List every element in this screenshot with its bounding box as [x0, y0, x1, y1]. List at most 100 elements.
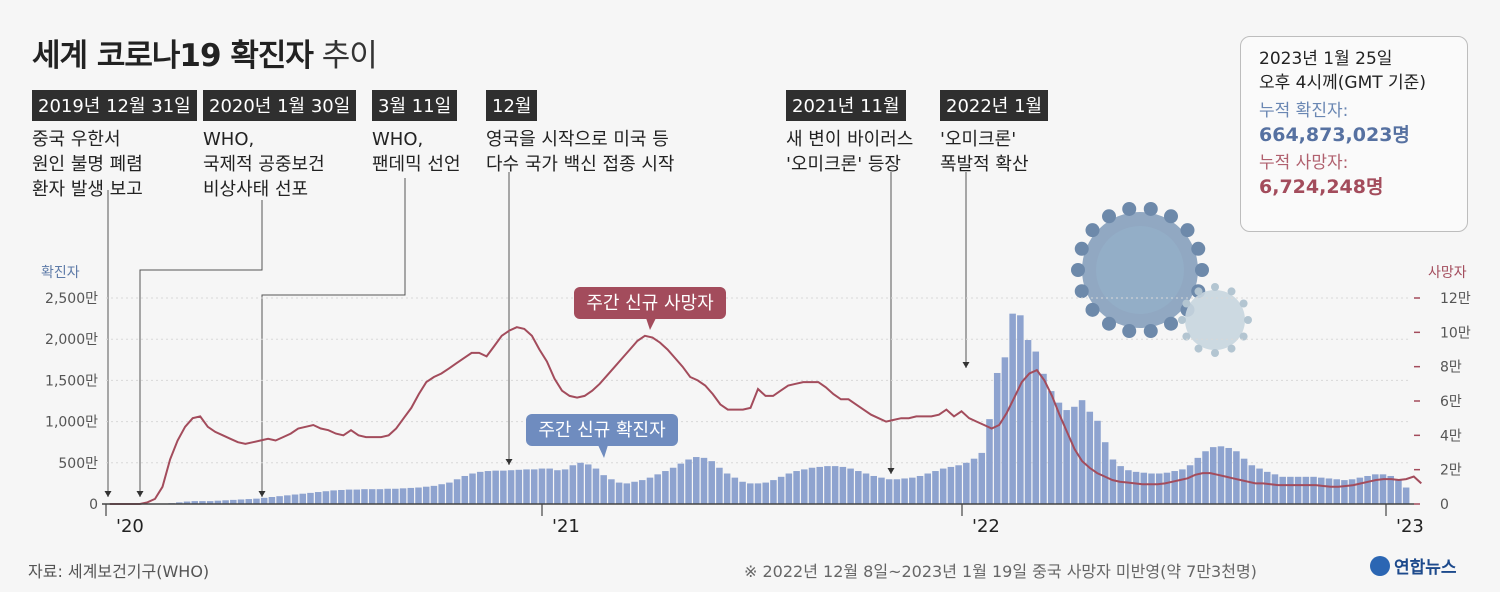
x-tick-label: '22	[972, 516, 1000, 537]
cases-bar	[530, 469, 538, 504]
cases-bar	[855, 471, 862, 504]
deaths-callout-tail	[646, 318, 656, 330]
right-tick-label: 10만	[1440, 325, 1471, 341]
cases-bar	[970, 458, 978, 504]
virus-small-spike	[1194, 287, 1203, 296]
x-tick-label: '21	[552, 516, 580, 537]
event-1-line-1: 중국 우한서	[32, 129, 121, 150]
cases-bar	[345, 489, 353, 504]
cases-callout-text: 주간 신규 확진자	[538, 420, 666, 441]
event-1: 2019년 12월 31일 중국 우한서 원인 불명 폐렴 환자 발생 보고	[32, 90, 197, 202]
event-1-line-2: 원인 불명 폐렴	[32, 154, 143, 175]
cases-bar	[291, 494, 299, 504]
leader-arrowhead	[505, 459, 513, 465]
cases-bar	[893, 479, 901, 504]
cases-bar	[183, 501, 191, 504]
cases-bar	[523, 469, 530, 504]
cases-bar	[801, 469, 808, 504]
cases-bar	[1132, 471, 1140, 504]
virus-small-spike	[1178, 316, 1186, 324]
cases-callout-box	[526, 414, 678, 446]
cases-bar	[916, 475, 924, 504]
virus-spike	[1102, 316, 1116, 331]
cases-bar	[1256, 468, 1263, 504]
cases-bar	[1040, 373, 1047, 504]
cases-bar	[1171, 471, 1178, 504]
cases-bar	[214, 500, 222, 504]
event-5-line-2: '오미크론' 등장	[786, 154, 901, 175]
cases-bar	[222, 500, 229, 504]
leader-arrowhead	[104, 491, 112, 497]
cases-bar	[901, 478, 908, 504]
virus-spike	[1164, 316, 1178, 331]
cases-bar	[770, 480, 777, 504]
deaths-line	[109, 326, 1422, 505]
cases-bar	[785, 473, 793, 504]
cases-bar	[885, 479, 893, 504]
summary-box: 2023년 1월 25일 오후 4시께(GMT 기준) 누적 확진자: 664,…	[1240, 36, 1468, 232]
cases-bar	[1163, 472, 1171, 504]
cases-bar	[955, 465, 962, 504]
cases-bar	[669, 467, 677, 504]
leader-arrowhead	[962, 362, 970, 368]
cases-bar	[176, 502, 183, 504]
virus-spike	[1102, 209, 1116, 224]
cases-bar	[1318, 477, 1325, 504]
cases-bar	[947, 466, 955, 504]
cases-bar	[878, 477, 885, 504]
cases-bar	[245, 499, 253, 504]
cases-bar	[1047, 391, 1055, 504]
virus-small-spike	[1194, 344, 1203, 353]
cases-bar	[415, 487, 422, 504]
cases-bars	[152, 313, 1410, 504]
event-4-label: 12월	[486, 90, 538, 121]
left-tick-label: 1,000만	[45, 415, 98, 431]
cases-bar	[993, 372, 1001, 504]
cases-bar	[639, 480, 646, 504]
cases-bar	[1395, 480, 1402, 504]
x-tick-label: '20	[116, 516, 144, 537]
cases-bar	[515, 469, 523, 504]
cases-bar	[500, 470, 507, 504]
right-tick-label: 2만	[1440, 463, 1462, 479]
virus-small-spike	[1227, 287, 1236, 296]
cases-bar	[206, 501, 214, 504]
virus-small-spike	[1244, 316, 1252, 324]
cases-bar	[762, 482, 769, 504]
cases-bar	[739, 481, 746, 504]
title-light: 추이	[321, 38, 378, 74]
cases-bar	[507, 470, 515, 504]
virus-illustration	[1071, 201, 1252, 357]
event-2: 2020년 1월 30일 WHO, 국제적 공중보건 비상사태 선포	[203, 90, 357, 202]
cases-bar	[847, 468, 854, 504]
deaths-label: 누적 사망자:	[1259, 153, 1349, 173]
cases-bar	[631, 481, 638, 504]
cases-bar	[577, 462, 584, 504]
deaths-value: 6,724,248명	[1259, 176, 1384, 198]
cases-bar	[1248, 465, 1256, 504]
cases-bar	[1117, 466, 1124, 504]
virus-small-spike	[1227, 344, 1236, 353]
source-text: 자료: 세계보건기구(WHO)	[28, 562, 210, 581]
cases-bar	[554, 470, 561, 504]
cases-label: 누적 확진자:	[1259, 101, 1349, 121]
cases-bar	[1379, 474, 1387, 504]
cases-bar	[831, 466, 839, 504]
cases-bar	[1001, 357, 1009, 504]
cases-bar	[615, 482, 623, 504]
cases-bar	[986, 419, 993, 504]
cases-bar	[685, 459, 692, 504]
cases-bar	[1179, 469, 1186, 504]
cases-bar	[654, 474, 661, 504]
right-tick-label: 4만	[1440, 428, 1462, 444]
virus-small-spike	[1239, 299, 1248, 308]
virus-core	[1096, 226, 1184, 314]
cases-bar	[584, 464, 592, 504]
virus-spike	[1085, 223, 1100, 238]
event-3-label: 3월 11일	[372, 90, 458, 121]
cases-bar	[677, 463, 685, 504]
cases-bar	[191, 501, 198, 504]
virus-spike	[1143, 201, 1158, 216]
cases-bar	[978, 452, 986, 504]
event-2-line-2: 국제적 공중보건	[203, 154, 325, 175]
